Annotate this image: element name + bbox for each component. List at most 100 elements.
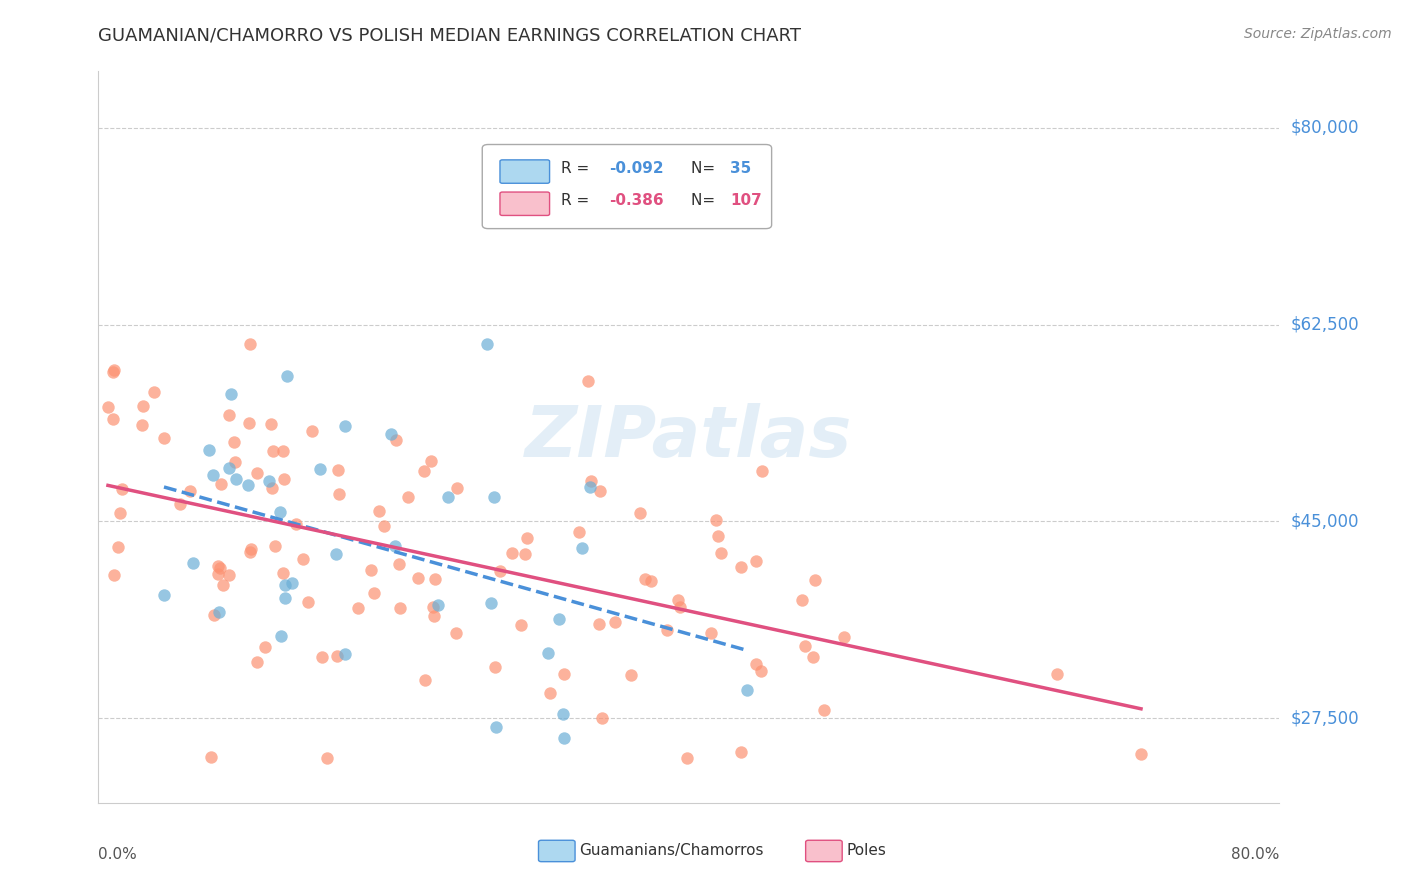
Point	[207, 558, 229, 573]
Point	[262, 481, 284, 495]
Point	[704, 513, 727, 527]
Point	[209, 476, 232, 491]
Point	[291, 552, 314, 566]
Point	[276, 368, 298, 383]
Point	[107, 540, 129, 554]
Point	[745, 554, 768, 568]
Point	[101, 365, 124, 379]
Point	[368, 504, 391, 518]
Text: -0.386: -0.386	[609, 194, 664, 209]
Point	[246, 466, 269, 480]
Point	[218, 568, 240, 582]
Point	[481, 596, 503, 610]
Point	[274, 591, 297, 605]
Point	[103, 568, 125, 582]
Point	[620, 668, 643, 682]
Point	[588, 617, 610, 632]
Point	[131, 417, 153, 432]
Point	[225, 472, 247, 486]
Point	[388, 557, 411, 571]
Point	[801, 650, 824, 665]
Point	[200, 750, 222, 764]
Point	[239, 544, 262, 558]
Point	[422, 599, 444, 614]
Point	[477, 337, 499, 351]
Point	[516, 532, 538, 546]
Point	[181, 556, 204, 570]
Point	[97, 401, 120, 415]
Point	[553, 731, 575, 745]
Point	[675, 751, 697, 765]
Point	[269, 505, 291, 519]
Point	[207, 605, 229, 619]
Point	[591, 711, 613, 725]
Point	[427, 598, 450, 612]
Point	[207, 567, 229, 582]
Point	[568, 524, 591, 539]
Text: Source: ZipAtlas.com: Source: ZipAtlas.com	[1244, 27, 1392, 41]
Point	[153, 431, 176, 445]
Text: $27,500: $27,500	[1291, 709, 1360, 727]
Point	[153, 588, 176, 602]
Point	[790, 593, 813, 607]
Point	[325, 649, 347, 664]
Point	[832, 631, 855, 645]
Text: N=: N=	[692, 161, 720, 176]
Text: ZIPatlas: ZIPatlas	[526, 402, 852, 472]
Point	[169, 497, 191, 511]
Point	[271, 566, 294, 580]
Point	[373, 518, 395, 533]
Text: $80,000: $80,000	[1291, 119, 1360, 136]
Point	[281, 575, 304, 590]
Point	[212, 578, 235, 592]
Point	[238, 478, 260, 492]
Point	[103, 363, 125, 377]
Point	[143, 384, 166, 399]
Point	[328, 487, 350, 501]
Point	[260, 417, 283, 431]
Point	[274, 578, 297, 592]
Point	[309, 461, 332, 475]
Point	[633, 573, 655, 587]
Text: R =: R =	[561, 161, 595, 176]
Point	[793, 639, 815, 653]
FancyBboxPatch shape	[482, 145, 772, 228]
Point	[420, 454, 443, 468]
Point	[537, 647, 560, 661]
Point	[1046, 666, 1069, 681]
Point	[389, 601, 412, 615]
Point	[707, 529, 730, 543]
Point	[335, 647, 357, 661]
Point	[224, 454, 246, 468]
Point	[749, 664, 772, 678]
Point	[484, 660, 506, 674]
Point	[253, 640, 276, 655]
FancyBboxPatch shape	[501, 160, 550, 183]
Text: $45,000: $45,000	[1291, 513, 1360, 531]
Point	[412, 464, 434, 478]
Point	[423, 608, 446, 623]
Point	[108, 506, 131, 520]
Point	[578, 480, 600, 494]
Point	[501, 546, 523, 560]
Point	[347, 601, 370, 615]
Point	[285, 516, 308, 531]
Text: 0.0%: 0.0%	[98, 847, 138, 863]
Point	[271, 443, 294, 458]
Text: 80.0%: 80.0%	[1232, 847, 1279, 863]
FancyBboxPatch shape	[806, 840, 842, 862]
Point	[513, 547, 536, 561]
Point	[576, 374, 599, 388]
Point	[553, 666, 575, 681]
Point	[325, 547, 347, 561]
Point	[406, 570, 429, 584]
Point	[628, 507, 651, 521]
Point	[655, 623, 678, 637]
Point	[360, 563, 382, 577]
Point	[666, 592, 689, 607]
Point	[1130, 747, 1153, 761]
Text: -0.092: -0.092	[609, 161, 664, 176]
Point	[485, 720, 508, 734]
Point	[273, 472, 295, 486]
Point	[202, 608, 225, 623]
